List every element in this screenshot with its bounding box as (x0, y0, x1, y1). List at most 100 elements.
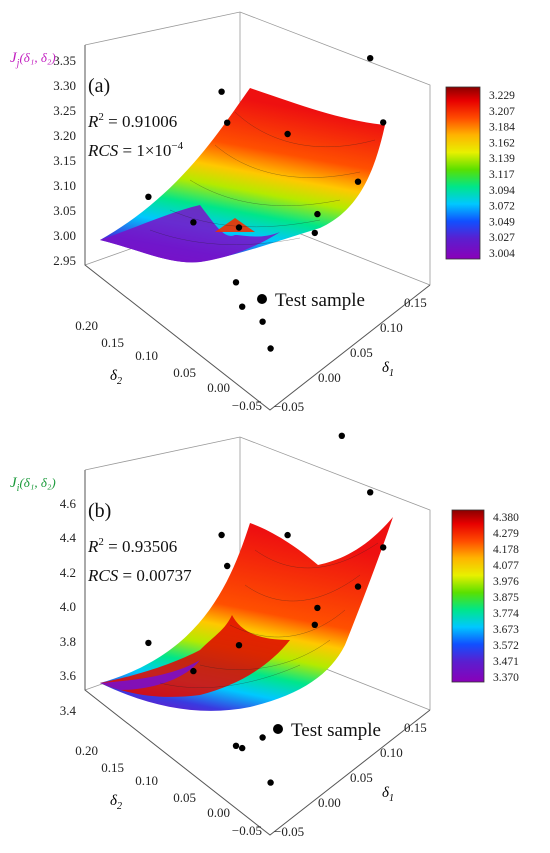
test-sample-point (232, 279, 240, 286)
y-tick: 0.15 (101, 335, 124, 350)
test-sample-point (232, 742, 240, 749)
y-tick: 0.20 (75, 743, 98, 758)
test-sample-point (145, 639, 152, 647)
test-sample-point (218, 88, 225, 95)
colorbar-tick: 3.094 (489, 185, 515, 197)
test-sample-point (367, 489, 374, 496)
x-axis-ticks-a: −0.05 0.00 0.05 0.10 0.15 (274, 295, 427, 414)
y-axis-label-b: δ2 (110, 793, 122, 812)
z-tick: 3.6 (60, 668, 77, 683)
colorbar-tick: 3.370 (493, 672, 519, 684)
test-sample-point (338, 432, 345, 439)
y-tick: 0.15 (101, 760, 124, 775)
z-axis-ticks-b: 4.6 4.4 4.2 4.0 3.8 3.6 3.4 (60, 496, 77, 718)
test-sample-point (218, 531, 225, 539)
colorbar-tick: 3.027 (489, 232, 515, 244)
test-sample-point (380, 119, 387, 126)
y-axis-label-a: δ2 (110, 368, 122, 387)
test-sample-point (314, 210, 321, 218)
y-tick: 0.00 (207, 380, 230, 395)
z-tick: 3.20 (53, 128, 76, 143)
test-sample-point (284, 130, 291, 138)
z-tick: 3.10 (53, 178, 76, 193)
test-sample-point (354, 583, 362, 590)
x-tick: 0.15 (404, 720, 427, 735)
panel-label-a: (a) (88, 75, 110, 97)
test-sample-point (380, 544, 387, 551)
colorbar-tick: 3.229 (489, 90, 515, 102)
colorbar-tick: 3.976 (493, 576, 519, 588)
rcs-value-b: RCS = 0.00737 (87, 566, 192, 585)
x-tick: 0.10 (380, 745, 403, 760)
test-sample-point (259, 734, 266, 741)
fitted-surface-b (100, 517, 393, 711)
surface-plot-a: 3.35 3.30 3.25 3.20 3.15 3.10 3.05 3.00 … (10, 11, 515, 414)
z-tick: 3.4 (60, 703, 77, 718)
panel-label-b: (b) (88, 500, 111, 522)
colorbar-tick: 3.673 (493, 624, 519, 636)
x-axis-label-b: δ1 (382, 785, 394, 804)
x-tick: 0.00 (318, 370, 341, 385)
test-sample-points-a (145, 55, 387, 352)
x-tick: 0.15 (404, 295, 427, 310)
z-tick: 3.15 (53, 153, 76, 168)
z-tick: 3.35 (53, 53, 76, 68)
r-squared-b: R2 = 0.93506 (87, 536, 177, 556)
colorbar-tick: 3.072 (489, 201, 515, 213)
rcs-value-a: RCS = 1×10−4 (87, 140, 184, 160)
colorbar-tick: 4.077 (493, 560, 519, 572)
z-tick: 3.00 (53, 228, 76, 243)
colorbar-b (451, 509, 485, 683)
legend-marker-b (273, 724, 283, 734)
z-tick: 4.2 (60, 565, 76, 580)
z-tick: 3.05 (53, 203, 76, 218)
test-sample-point (239, 744, 246, 752)
fitted-surface-a (100, 88, 385, 263)
y-tick: 0.00 (207, 805, 230, 820)
z-tick: 4.6 (60, 496, 77, 511)
x-tick: 0.05 (350, 770, 373, 785)
colorbar-a (445, 86, 481, 260)
colorbar-tick: 3.875 (493, 592, 519, 604)
test-sample-point (314, 604, 321, 612)
y-tick: 0.10 (135, 773, 158, 788)
colorbar-tick: 4.380 (493, 512, 519, 524)
test-sample-point (235, 642, 243, 649)
surface-plot-b: 4.6 4.4 4.2 4.0 3.8 3.6 3.4 0.20 0.15 0.… (10, 432, 519, 839)
colorbar-ticks-a: 3.229 3.207 3.184 3.162 3.139 3.117 3.094 3.072… (489, 90, 515, 260)
x-tick: −0.05 (274, 399, 304, 414)
x-axis-ticks-b: −0.05 0.00 0.05 0.10 0.15 (274, 720, 427, 839)
y-tick: 0.05 (173, 790, 196, 805)
test-sample-point (267, 345, 274, 352)
z-axis-ticks-a: 3.35 3.30 3.25 3.20 3.15 3.10 3.05 3.00 … (53, 53, 76, 268)
colorbar-tick: 4.279 (493, 528, 519, 540)
colorbar-tick: 3.139 (489, 153, 515, 165)
test-sample-point (145, 193, 152, 200)
test-sample-point (259, 318, 266, 325)
test-sample-point (239, 303, 246, 310)
y-tick: 0.10 (135, 348, 158, 363)
x-tick: 0.05 (350, 345, 373, 360)
test-sample-point (311, 229, 318, 237)
y-tick: −0.05 (232, 823, 262, 838)
z-tick: 3.30 (53, 78, 76, 93)
y-axis-ticks-a: 0.20 0.15 0.10 0.05 0.00 −0.05 (75, 318, 262, 413)
z-tick: 4.4 (60, 530, 77, 545)
colorbar-tick: 3.117 (489, 169, 515, 181)
test-sample-point (267, 779, 274, 786)
r-squared-a: R2 = 0.91006 (87, 111, 177, 131)
colorbar-tick: 3.184 (489, 122, 515, 134)
legend-label-a: Test sample (275, 290, 365, 311)
legend-marker-a (257, 294, 267, 304)
z-tick: 3.25 (53, 103, 76, 118)
y-tick: 0.20 (75, 318, 98, 333)
test-sample-point (311, 621, 318, 628)
y-axis-ticks-b: 0.20 0.15 0.10 0.05 0.00 −0.05 (75, 743, 262, 838)
test-sample-point (190, 667, 197, 675)
colorbar-tick: 4.178 (493, 544, 519, 556)
x-tick: 0.00 (318, 795, 341, 810)
y-tick: 0.05 (173, 365, 196, 380)
colorbar-tick: 3.162 (489, 137, 515, 149)
colorbar-tick: 3.471 (493, 656, 519, 668)
colorbar-tick: 3.049 (489, 216, 515, 228)
